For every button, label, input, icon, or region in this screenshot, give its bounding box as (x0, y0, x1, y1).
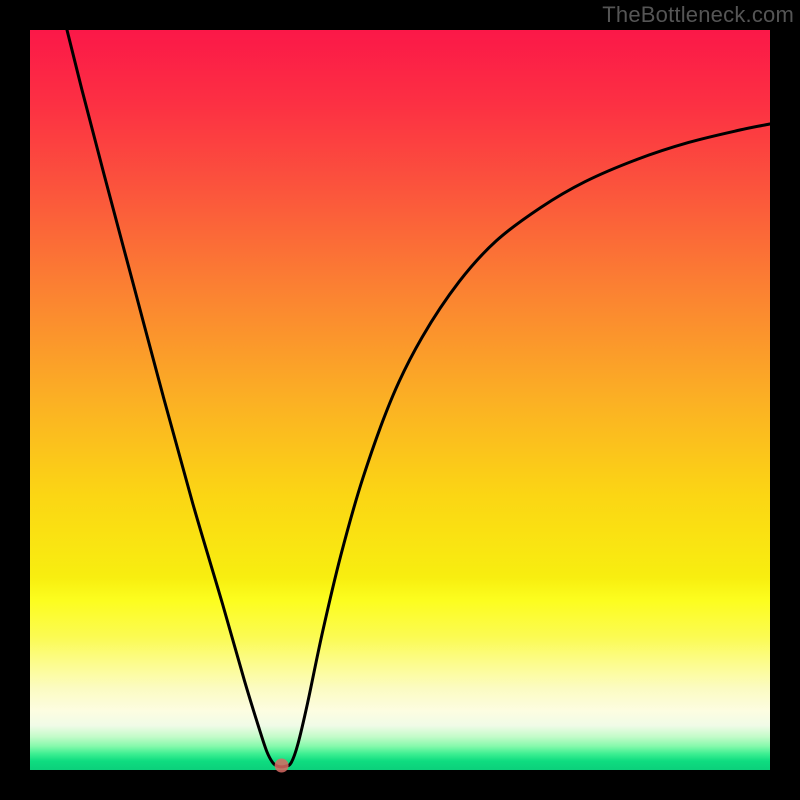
plot-background (30, 30, 770, 770)
optimum-marker (275, 759, 289, 773)
chart-container: TheBottleneck.com (0, 0, 800, 800)
watermark-text: TheBottleneck.com (602, 2, 794, 28)
bottleneck-chart (0, 0, 800, 800)
